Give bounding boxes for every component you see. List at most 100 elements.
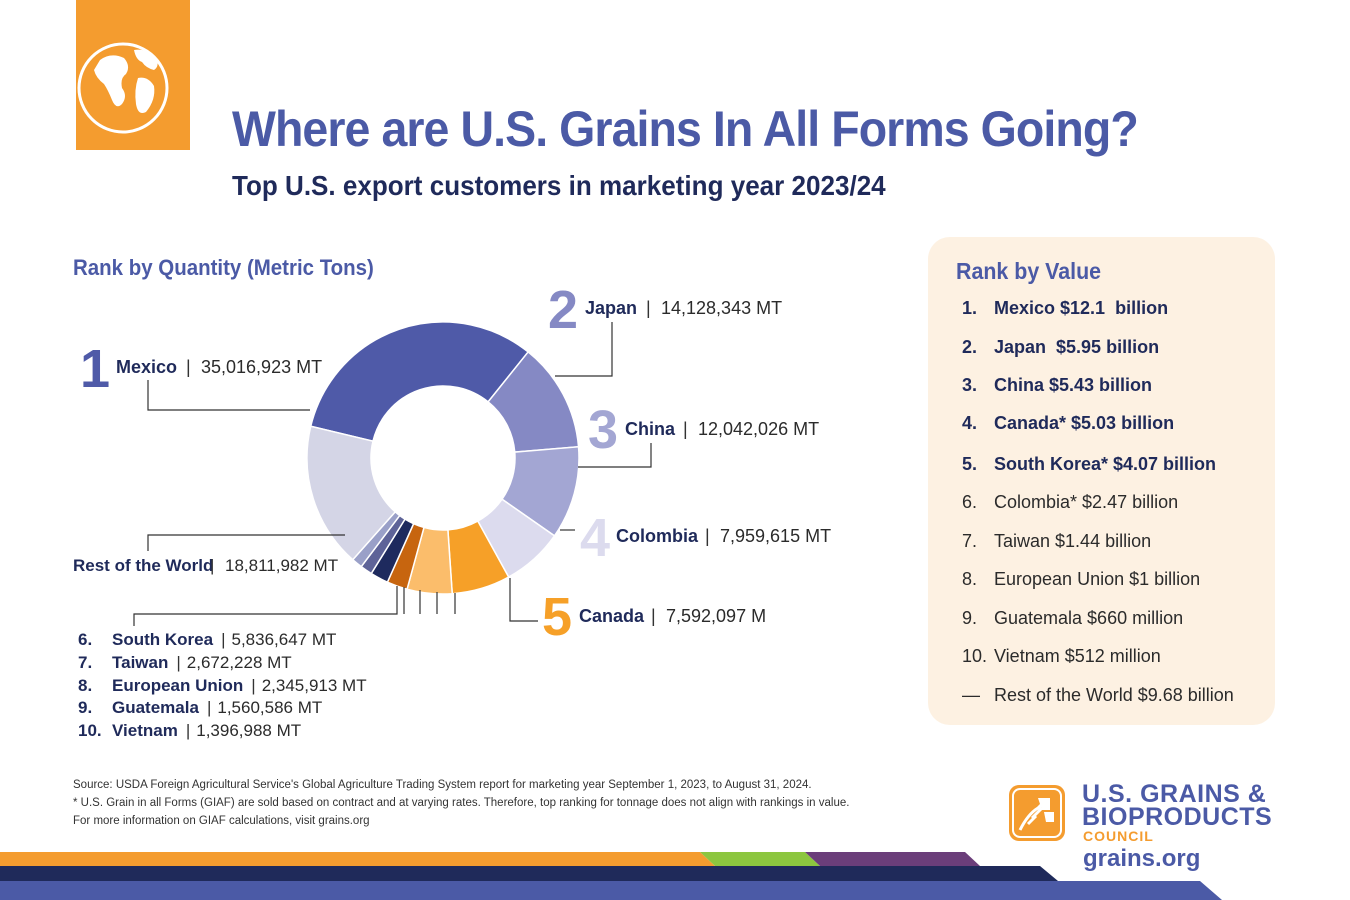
value-rank-row: 2. Japan $5.95 billion [956,337,1159,358]
callout-value-japan: 14,128,343 MT [661,298,782,318]
value-rank-number: 4. [962,413,978,433]
value-rank-text: European Union $1 billion [994,569,1201,589]
leader-lines [133,322,652,626]
page-subtitle: Top U.S. export customers in marketing y… [232,170,886,201]
value-rank-text: Guatemala $660 million [994,608,1184,628]
list-item: 10. Vietnam | 1,396,988 MT [78,721,367,744]
list-rank: 9. [78,698,93,718]
value-rank-number: 5. [962,454,978,474]
donut-slices [306,321,580,595]
value-rank-row: 10. Vietnam $512 million [956,646,1161,667]
leader-line-canada [509,578,538,622]
rank-number-1: 1 [80,339,110,399]
list-country: European Union [112,675,244,695]
list-country: Guatemala [112,698,199,718]
value-rank-text: South Korea* $4.07 billion [994,454,1217,474]
value-rank-text: Canada* $5.03 billion [994,413,1175,433]
list-country: South Korea [112,630,214,649]
callout-value-canada: 7,592,097 M [666,606,766,626]
callout-value-mexico: 35,016,923 MT [201,357,322,377]
value-rank-row: 7. Taiwan $1.44 billion [956,531,1151,552]
value-rank-number: 2. [962,337,978,357]
callout-separator: | [186,357,191,377]
logo-text-line3: COUNCIL [1083,828,1154,844]
callout-country-china: China [625,419,676,439]
rank-number-4: 4 [580,508,610,568]
list-item: 6. South Korea | 5,836,647 MT [78,630,367,653]
value-rank-text: China $5.43 billion [994,375,1153,395]
donut-slice-rest-of-the-world [306,425,397,561]
leader-line-mexico [147,380,310,411]
website-link[interactable]: grains.org [1083,845,1201,872]
value-rank-row: 9. Guatemala $660 million [956,608,1183,629]
list-value: 2,345,913 MT [261,675,367,695]
list-value: 5,836,647 MT [231,630,337,649]
donut-slice-mexico [309,321,530,443]
value-rank-number: 10. [962,646,988,666]
leader-line-rest [147,534,345,551]
value-rank-text: Vietnam $512 million [994,646,1161,666]
list-item: 7. Taiwan | 2,672,228 MT [78,653,367,676]
list-value: 1,560,586 MT [217,698,323,718]
callout-country-mexico: Mexico [116,357,177,377]
callout-separator: | [646,298,651,318]
list-item: 8. European Union | 2,345,913 MT [78,676,367,699]
stripe-orange [0,852,715,866]
source-note: Source: USDA Foreign Agricultural Servic… [73,776,849,830]
stripe-green [700,852,820,866]
list-separator: | [221,630,226,649]
callout-country-japan: Japan [585,298,637,318]
value-rank-row: 1. Mexico $12.1 billion [956,298,1168,319]
value-ranking-panel [928,237,1275,725]
list-separator: | [176,652,181,672]
logo-text-line1: U.S. GRAINS & [1082,780,1267,808]
value-rank-row: 4. Canada* $5.03 billion [956,413,1174,434]
page-title: Where are U.S. Grains In All Forms Going… [232,101,1139,157]
value-rank-row: 8. European Union $1 billion [956,569,1200,590]
value-rank-row: 3. China $5.43 billion [956,375,1152,396]
list-rank: 10. [78,721,102,741]
value-rank-row: 5. South Korea* $4.07 billion [956,454,1216,475]
callout-country-colombia: Colombia [616,526,699,546]
value-rank-text: Mexico $12.1 billion [994,298,1169,318]
list-separator: | [206,698,212,718]
list-value: 1,396,988 MT [196,721,302,741]
leader-line-china [578,443,652,468]
leader-line-south-korea [133,586,398,626]
leader-line-japan [555,322,613,377]
value-rank-row: 6. Colombia* $2.47 billion [956,492,1178,513]
value-heading: Rank by Value [956,258,1102,284]
logo-text-line2: BIOPRODUCTS [1082,803,1273,831]
callout-country-canada: Canada [579,606,645,626]
quantity-heading: Rank by Quantity (Metric Tons) [73,255,374,280]
footer-stripes [0,852,1222,900]
value-rank-number: 8. [962,569,978,589]
info-line: For more information on GIAF calculation… [73,815,370,827]
value-rank-row: — Rest of the World $9.68 billion [956,685,1234,706]
footnote-line: * U.S. Grain in all Forms (GIAF) are sol… [73,797,850,809]
value-rank-number: 6. [962,492,978,512]
minor-countries-list: 6. South Korea | 5,836,647 MT 7. Taiwan | 2,67… [78,630,367,744]
value-rank-number: 3. [962,375,978,395]
list-rank: 8. [78,675,93,695]
globe-icon [77,42,169,134]
value-rank-text: Colombia* $2.47 billion [994,492,1179,512]
callout-value-china: 12,042,026 MT [698,419,819,439]
callout-separator: | [651,606,656,626]
callout-value-rest: 18,811,982 MT [225,556,338,575]
callout-country-rest: Rest of the World [73,556,213,575]
value-rank-number: 1. [962,298,978,318]
value-rank-number: — [962,685,980,705]
list-rank: 7. [78,652,93,672]
globe-logo-box [76,0,190,150]
list-country: Vietnam [112,721,178,741]
rank-number-3: 3 [588,400,618,460]
value-rank-number: 7. [962,531,978,551]
rank-number-2: 2 [548,280,578,340]
list-country: Taiwan [112,652,169,672]
value-rank-text: Taiwan $1.44 billion [994,531,1152,551]
rank-number-5: 5 [542,587,572,647]
list-value: 2,672,228 MT [186,652,292,672]
usgbc-logo-icon [1009,785,1065,841]
